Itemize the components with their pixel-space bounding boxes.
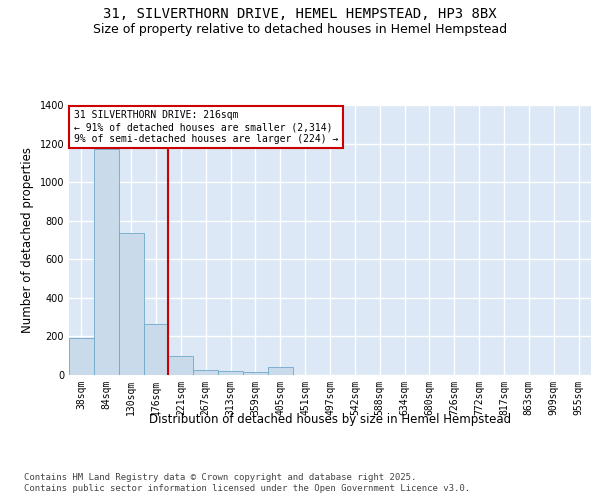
Bar (268, 368, 293, 375)
Bar (94, 150, 119, 375)
Y-axis label: Number of detached properties: Number of detached properties (21, 147, 34, 333)
Bar (193, 370, 218, 375)
Bar (169, 356, 193, 375)
Bar (143, 324, 169, 375)
Bar (218, 371, 243, 375)
Bar (69, 338, 94, 375)
Bar (119, 233, 143, 375)
Text: 31 SILVERTHORN DRIVE: 216sqm
← 91% of detached houses are smaller (2,314)
9% of : 31 SILVERTHORN DRIVE: 216sqm ← 91% of de… (74, 110, 338, 144)
Text: Contains HM Land Registry data © Crown copyright and database right 2025.: Contains HM Land Registry data © Crown c… (24, 472, 416, 482)
Text: Contains public sector information licensed under the Open Government Licence v3: Contains public sector information licen… (24, 484, 470, 493)
Text: Size of property relative to detached houses in Hemel Hempstead: Size of property relative to detached ho… (93, 22, 507, 36)
Text: Distribution of detached houses by size in Hemel Hempstead: Distribution of detached houses by size … (149, 412, 511, 426)
Text: 31, SILVERTHORN DRIVE, HEMEL HEMPSTEAD, HP3 8BX: 31, SILVERTHORN DRIVE, HEMEL HEMPSTEAD, … (103, 8, 497, 22)
Bar (243, 372, 268, 375)
